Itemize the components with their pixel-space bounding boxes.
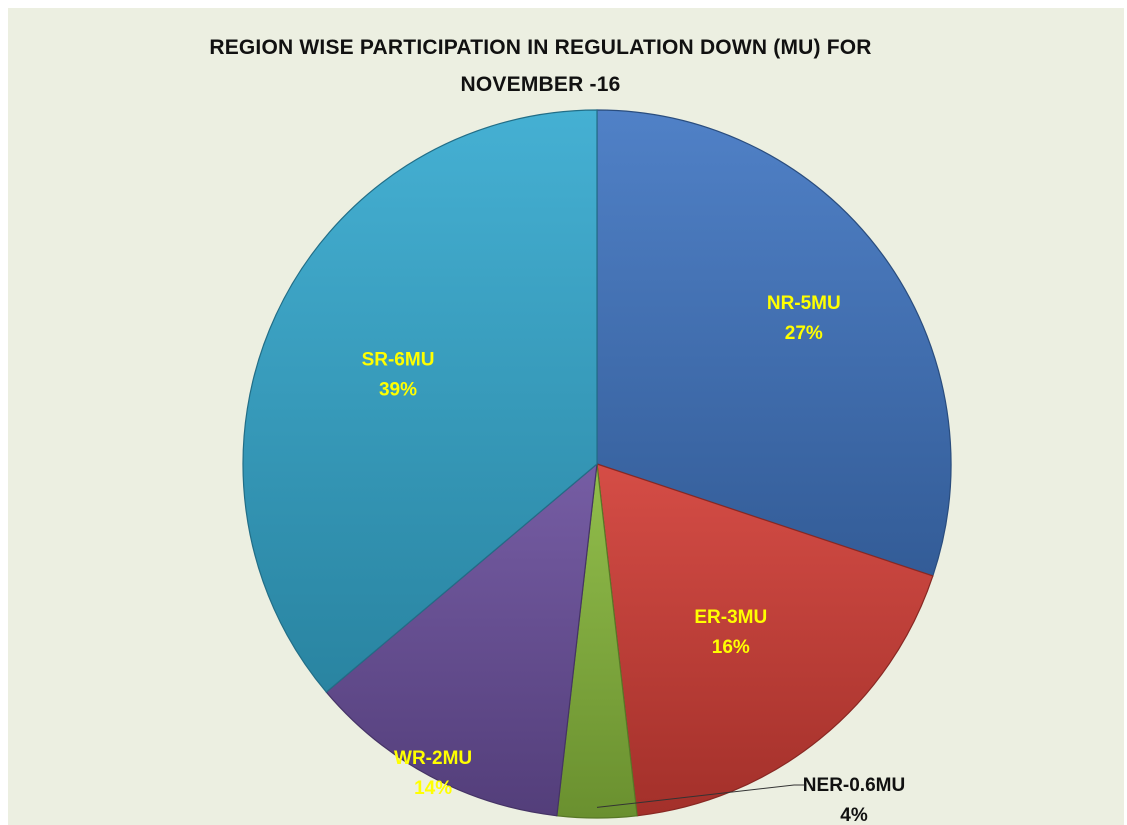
pie-slice-er [596, 463, 934, 817]
leader-line-ner [596, 784, 804, 808]
pie-label-ner: NER-0.6MU [803, 775, 905, 796]
pie-slice-wr [325, 462, 598, 817]
pie-label-er: ER-3MU [694, 607, 767, 628]
pie-percent-wr: 14% [414, 778, 452, 799]
pie-percent-nr: 27% [785, 323, 823, 344]
chart-frame: REGION WISE PARTICIPATION IN REGULATION … [8, 8, 1124, 825]
pie-label-wr: WR-2MU [394, 748, 472, 769]
pie-percent-ner: 4% [840, 805, 868, 825]
chart-title-line-2: NOVEMBER -16 [460, 73, 621, 96]
pie-percent-sr: 39% [379, 380, 417, 401]
pie-percent-er: 16% [712, 637, 750, 658]
pie-chart: NR-5MU 27% ER-3MU 16% NER-0.6MU 4% WR-2MU 14% SR… [242, 109, 952, 825]
pie-label-nr: NR-5MU [767, 293, 841, 314]
pie-slice-nr [596, 109, 952, 577]
pie-slice-sr [242, 109, 598, 693]
chart-title-line-1: REGION WISE PARTICIPATION IN REGULATION … [209, 36, 872, 59]
pie-label-sr: SR-6MU [362, 350, 435, 371]
